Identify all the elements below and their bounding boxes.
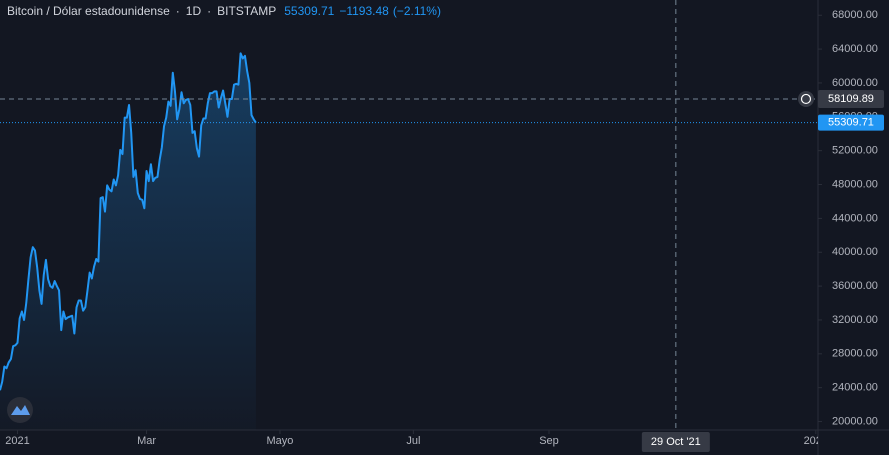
crosshair-time-bg bbox=[641, 432, 710, 452]
x-tick-label: 2021 bbox=[5, 435, 29, 447]
header: Bitcoin / Dólar estadounidense · 1D · BITSTA… bbox=[7, 4, 441, 18]
interval: 1D bbox=[186, 4, 202, 18]
alert-icon bbox=[798, 90, 814, 107]
x-tick-label: Mar bbox=[137, 435, 156, 447]
last-price-label: 55309.71 bbox=[828, 117, 874, 129]
area-fill bbox=[0, 53, 256, 430]
alert-icon-face bbox=[800, 93, 812, 105]
y-tick-label: 64000.00 bbox=[832, 43, 878, 55]
last-price-bg bbox=[818, 114, 884, 131]
x-axis-labels: 2021 Mar Mayo Jul Sep 2022 bbox=[5, 430, 828, 447]
y-tick-label: 52000.00 bbox=[832, 145, 878, 157]
y-tick-label: 32000.00 bbox=[832, 314, 878, 326]
crosshair-price-label: 58109.89 bbox=[828, 93, 874, 105]
y-tick-label: 48000.00 bbox=[832, 178, 878, 190]
crosshair-price-bg bbox=[818, 89, 884, 108]
crosshair-time-label: 29 Oct '21 bbox=[651, 436, 701, 448]
y-tick-label: 68000.00 bbox=[832, 9, 878, 21]
y-tick-label: 28000.00 bbox=[832, 348, 878, 360]
logo-icon[interactable] bbox=[11, 405, 30, 415]
y-tick-label: 40000.00 bbox=[832, 246, 878, 258]
axes: 20000.00 24000.00 28000.00 32000.00 36000.00… bbox=[5, 9, 878, 447]
symbol: Bitcoin / Dólar estadounidense bbox=[7, 4, 170, 18]
y-tick-label: 60000.00 bbox=[832, 77, 878, 89]
change: −1193.48 bbox=[339, 4, 389, 18]
x-tick-label: Jul bbox=[406, 435, 420, 447]
plot-area bbox=[0, 0, 818, 430]
y-tick-label: 20000.00 bbox=[832, 415, 878, 427]
x-tick-label: Sep bbox=[539, 435, 559, 447]
x-tick-label: 2022 bbox=[804, 435, 828, 447]
overlay: 58109.89 55309.71 29 Oct '21 bbox=[641, 89, 884, 452]
price-line bbox=[0, 52, 257, 391]
logo[interactable] bbox=[7, 397, 33, 423]
last-price: 55309.71 bbox=[284, 4, 334, 18]
sep: · bbox=[176, 4, 180, 18]
x-tick-label: Mayo bbox=[267, 435, 294, 447]
exchange: BITSTAMP bbox=[217, 4, 276, 18]
y-tick-label: 44000.00 bbox=[832, 212, 878, 224]
change-pct: (−2.11%) bbox=[393, 4, 441, 18]
y-tick-label: 36000.00 bbox=[832, 280, 878, 292]
y-tick-label: 24000.00 bbox=[832, 382, 878, 394]
sep: · bbox=[207, 4, 211, 18]
